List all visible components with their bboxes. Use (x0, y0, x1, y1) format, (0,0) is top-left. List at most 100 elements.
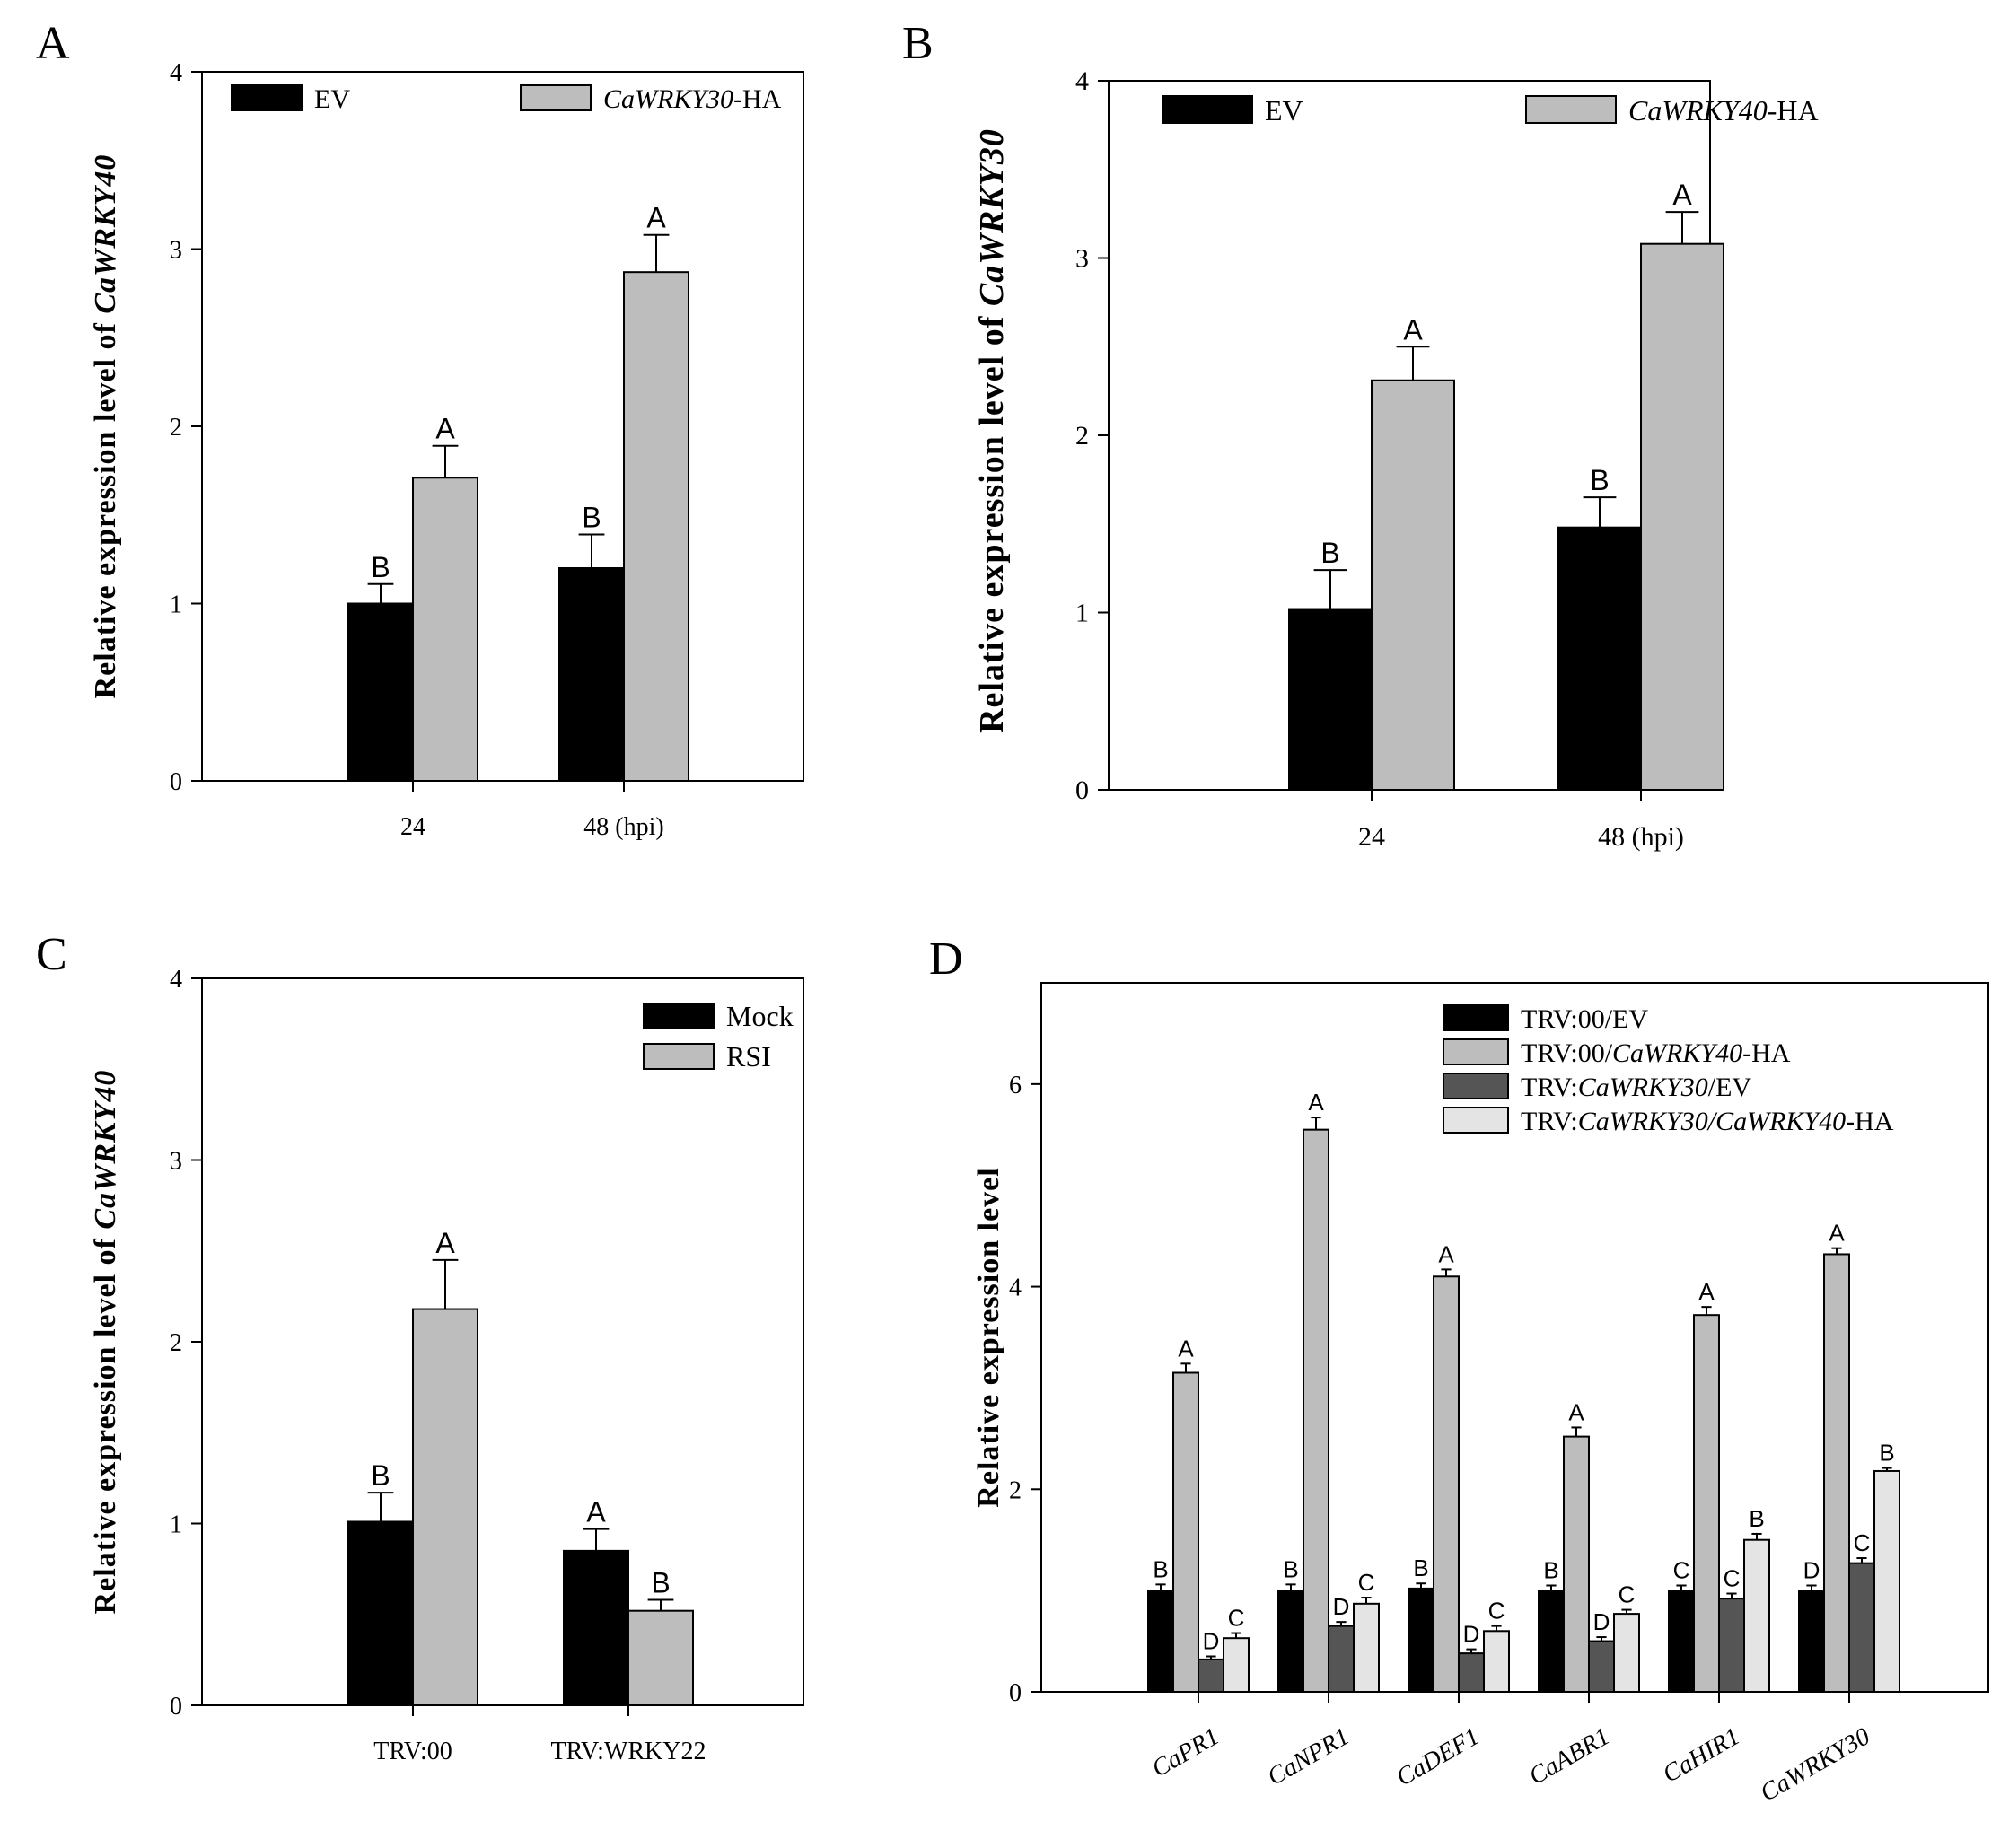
significance-letter: C (1724, 1565, 1741, 1592)
bar (1433, 1275, 1460, 1694)
y-tick-label: 2 (1075, 421, 1089, 451)
bar (1668, 1590, 1695, 1693)
bar (1303, 1128, 1329, 1693)
legend-swatch (1443, 1038, 1509, 1065)
legend-label-part: CaWRKY30 (603, 84, 733, 114)
plot-frame (1040, 982, 1989, 1693)
plot-frame (201, 977, 804, 1706)
significance-letter: C (1228, 1605, 1245, 1632)
legend-label-part: EV (314, 84, 350, 114)
significance-letter: B (1283, 1555, 1298, 1582)
y-axis-label-part: CaWRKY30 (973, 128, 1011, 306)
legend-label-part: Mock (726, 1000, 794, 1032)
y-axis-label-part: CaWRKY40 (89, 1070, 122, 1230)
significance-letter: A (646, 202, 666, 234)
panel-letter: C (36, 929, 67, 980)
significance-letter: C (1358, 1569, 1375, 1596)
legend-swatch (231, 84, 303, 111)
bar (1288, 608, 1373, 791)
y-tick-label: 2 (170, 414, 182, 442)
significance-letter: B (371, 551, 390, 583)
significance-letter: A (1403, 313, 1423, 346)
plot-frame (201, 71, 804, 782)
legend-label: EV (1265, 94, 1303, 127)
bar (412, 477, 478, 783)
y-axis-label-part: Relative expression level of (89, 314, 122, 699)
x-tick-label: 48 (hpi) (1598, 822, 1684, 852)
legend-label-part: -HA (733, 84, 782, 114)
significance-letter: B (1543, 1557, 1558, 1584)
significance-letter: A (1178, 1335, 1194, 1362)
bar (347, 602, 414, 782)
bar (1823, 1253, 1850, 1693)
bar (1223, 1637, 1250, 1693)
y-tick-label: 4 (1009, 1274, 1022, 1302)
legend-label: TRV:CaWRKY30/EV (1521, 1073, 1751, 1102)
bar (1353, 1602, 1380, 1694)
bar (1640, 242, 1724, 791)
legend-label-part: CaWRKY30/CaWRKY40 (1578, 1107, 1846, 1136)
significance-letter: A (586, 1496, 606, 1528)
bar (1588, 1640, 1615, 1693)
bar (623, 271, 689, 782)
legend-label: EV (314, 84, 350, 114)
x-tick-label: CaABR1 (1524, 1722, 1614, 1791)
legend-label: CaWRKY30-HA (603, 84, 782, 114)
y-tick-label: 0 (170, 1693, 182, 1721)
legend-label-part: TRV: (1521, 1073, 1578, 1102)
y-tick-label: 1 (170, 591, 182, 619)
significance-letter: A (435, 413, 455, 445)
bar (1147, 1590, 1174, 1693)
legend-label: CaWRKY40-HA (1628, 94, 1819, 127)
legend-swatch (643, 1043, 715, 1070)
significance-letter: B (371, 1459, 390, 1492)
y-axis-label-part: Relative expression level of (973, 306, 1011, 733)
significance-letter: B (1590, 464, 1609, 496)
legend-swatch (520, 84, 592, 111)
significance-letter: A (1438, 1240, 1454, 1267)
y-tick-label: 3 (170, 1148, 182, 1176)
significance-letter: A (1672, 179, 1692, 211)
panel-letter: B (902, 18, 934, 69)
x-tick-label: CaPR1 (1147, 1722, 1224, 1782)
bar (1538, 1590, 1565, 1693)
significance-letter: B (1153, 1555, 1168, 1582)
significance-letter: C (1619, 1581, 1636, 1608)
legend-swatch (1525, 95, 1617, 124)
significance-letter: B (1320, 537, 1339, 569)
bar (1277, 1590, 1304, 1693)
panel-a: A 0 1 2 3 4 Relative expression level of CaWRK… (36, 18, 804, 841)
significance-letter: C (1488, 1598, 1505, 1625)
bar (558, 567, 625, 782)
y-tick-label: 2 (170, 1329, 182, 1357)
legend-label-part: TRV:00/ (1521, 1038, 1613, 1068)
legend-label-part: EV (1265, 94, 1303, 127)
y-tick-label: 0 (1075, 775, 1089, 805)
bar (412, 1308, 478, 1707)
panel-letter: A (36, 18, 70, 69)
legend-label: TRV:00/EV (1521, 1004, 1648, 1034)
legend-label: TRV:CaWRKY30/CaWRKY40-HA (1521, 1107, 1894, 1136)
x-tick-label: 48 (hpi) (583, 813, 663, 841)
bar (1743, 1538, 1770, 1693)
legend-label: RSI (726, 1040, 771, 1073)
y-tick-label: 0 (1009, 1679, 1022, 1707)
y-axis-label-part: Relative expression level of (89, 1230, 122, 1615)
x-tick-label: TRV:00 (373, 1738, 452, 1765)
significance-letter: A (1698, 1278, 1715, 1305)
y-tick-label: 6 (1009, 1072, 1022, 1099)
legend-swatch (1443, 1073, 1509, 1099)
significance-letter: A (1568, 1398, 1584, 1425)
y-tick-label: 4 (1075, 66, 1089, 96)
legend-swatch (1443, 1004, 1509, 1031)
legend-label-part: RSI (726, 1040, 771, 1073)
panel-c: C 0 1 2 3 4 Relative expression level of CaWRK… (36, 929, 804, 1765)
legend-label-part: -HA (1768, 94, 1819, 127)
legend-label-part: CaWRKY40 (1628, 94, 1768, 127)
y-axis-label-part: Relative expression level (972, 1167, 1005, 1507)
bar (1718, 1598, 1745, 1693)
significance-letter: D (1593, 1608, 1610, 1635)
significance-letter: D (1803, 1557, 1820, 1584)
bar (1557, 526, 1642, 791)
